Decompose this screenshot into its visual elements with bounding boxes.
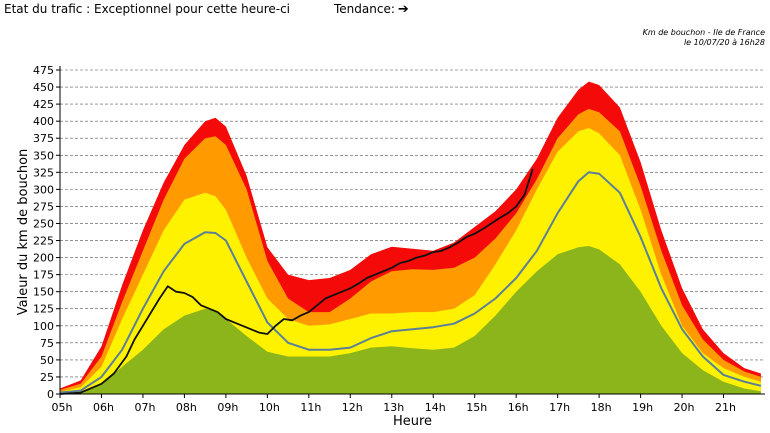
y-tick-label: 75 (40, 337, 54, 350)
arrow-right-icon: ➔ (397, 2, 409, 17)
x-tick-label: 08h (176, 401, 197, 414)
chart-caption: Km de bouchon - Ile de France le 10/07/2… (643, 28, 765, 48)
series-line-average (59, 171, 762, 394)
y-axis-title: Valeur du km de bouchon (16, 149, 31, 316)
band-green (60, 246, 761, 394)
y-tick-label: 250 (33, 217, 54, 230)
y-tick-label: 400 (33, 115, 54, 128)
x-tick-label: 15h (466, 401, 487, 414)
y-tick-label: 375 (33, 132, 54, 145)
y-tick-label: 350 (33, 149, 54, 162)
x-axis-title: Heure (393, 414, 432, 429)
trend-indicator: Tendance: ➔ (334, 2, 409, 17)
x-tick-label: 17h (549, 401, 570, 414)
x-tick-label: 06h (93, 401, 114, 414)
x-tick-label: 10h (259, 401, 280, 414)
series-line-actual (59, 168, 534, 395)
x-tick-label: 20h (674, 401, 695, 414)
x-tick-label: 13h (383, 401, 404, 414)
y-tick-label: 225 (33, 235, 54, 248)
y-tick-label: 25 (40, 371, 54, 384)
y-tick-label: 175 (33, 269, 54, 282)
y-tick-label: 100 (33, 320, 54, 333)
x-tick-label: 21h (715, 401, 736, 414)
x-tick-label: 11h (300, 401, 321, 414)
x-tick-label: 19h (632, 401, 653, 414)
y-tick-label: 475 (33, 64, 54, 77)
caption-date: le 10/07/20 à 16h28 (683, 38, 765, 47)
caption-title: Km de bouchon - Ile de France (642, 28, 765, 37)
traffic-status: Etat du trafic : Exceptionnel pour cette… (4, 2, 291, 16)
y-tick-label: 150 (33, 286, 54, 299)
y-tick-label: 125 (33, 303, 54, 316)
x-tick-label: 14h (425, 401, 446, 414)
y-tick-label: 450 (33, 81, 54, 94)
x-tick-label: 07h (134, 401, 155, 414)
x-tick-label: 09h (217, 401, 238, 414)
y-tick-label: 425 (33, 98, 54, 111)
x-tick-label: 18h (591, 401, 612, 414)
trend-label: Tendance: (334, 2, 395, 16)
y-tick-label: 200 (33, 252, 54, 265)
x-tick-label: 05h (52, 401, 73, 414)
x-tick-label: 16h (508, 401, 529, 414)
y-tick-label: 300 (33, 183, 54, 196)
y-tick-label: 0 (47, 388, 54, 401)
x-tick-label: 12h (342, 401, 363, 414)
y-tick-label: 325 (33, 166, 54, 179)
y-tick-label: 50 (40, 354, 54, 367)
y-tick-label: 275 (33, 200, 54, 213)
